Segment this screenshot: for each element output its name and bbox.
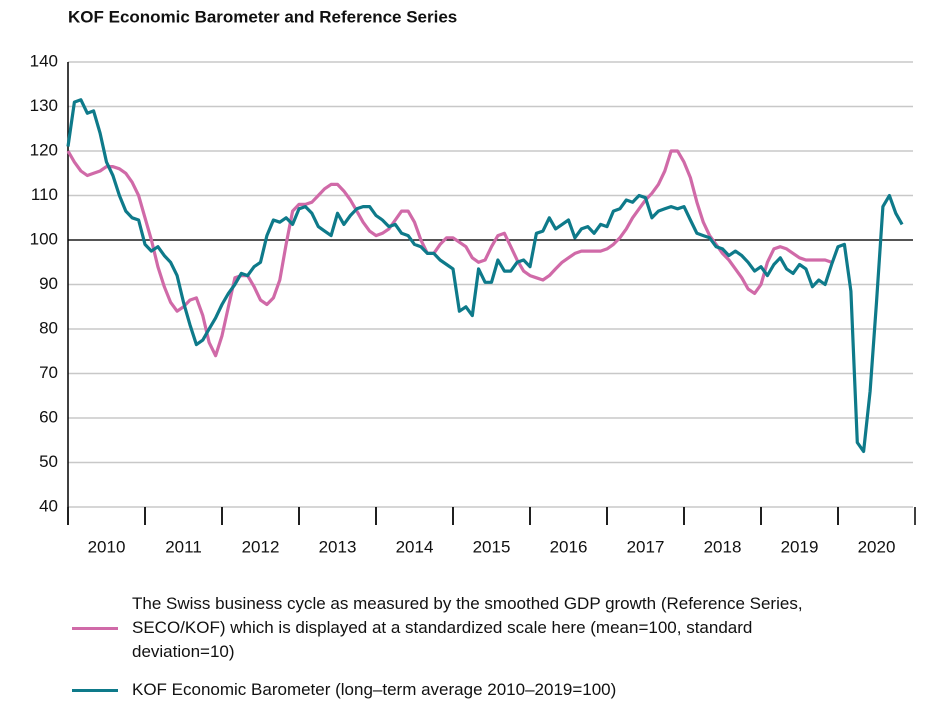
x-tick-label: 2012 (242, 537, 280, 556)
y-tick-label: 130 (30, 96, 58, 115)
y-tick-label: 40 (39, 496, 58, 515)
y-tick-label: 70 (39, 363, 58, 382)
legend-swatch (72, 689, 118, 692)
legend-entry: KOF Economic Barometer (long–term averag… (0, 678, 930, 702)
legend-entry: The Swiss business cycle as measured by … (0, 592, 930, 664)
x-tick-label: 2019 (781, 537, 819, 556)
y-tick-label: 120 (30, 140, 58, 159)
x-tick-label: 2014 (396, 537, 434, 556)
y-tick-label: 90 (39, 274, 58, 293)
chart-title: KOF Economic Barometer and Reference Ser… (68, 7, 457, 26)
x-tick-label: 2018 (704, 537, 742, 556)
x-tick-label: 2015 (473, 537, 511, 556)
x-tick-label: 2016 (550, 537, 588, 556)
series-line (66, 98, 904, 453)
y-tick-label: 60 (39, 407, 58, 426)
y-tick-label: 100 (30, 229, 58, 248)
legend-swatch (72, 627, 118, 630)
legend: The Swiss business cycle as measured by … (0, 592, 930, 702)
x-tick-label: 2011 (165, 537, 202, 556)
x-tick-label: 2010 (88, 537, 126, 556)
chart: KOF Economic Barometer and Reference Ser… (30, 7, 916, 556)
x-tick-label: 2013 (319, 537, 357, 556)
x-tick-label: 2017 (627, 537, 665, 556)
series-line (66, 149, 833, 358)
x-tick-label: 2020 (858, 537, 896, 556)
y-tick-label: 140 (30, 51, 58, 70)
y-tick-label: 80 (39, 318, 58, 337)
y-tick-label: 110 (31, 185, 58, 204)
legend-label: KOF Economic Barometer (long–term averag… (132, 680, 617, 699)
y-tick-label: 50 (39, 452, 58, 471)
legend-label: The Swiss business cycle as measured by … (132, 594, 803, 661)
